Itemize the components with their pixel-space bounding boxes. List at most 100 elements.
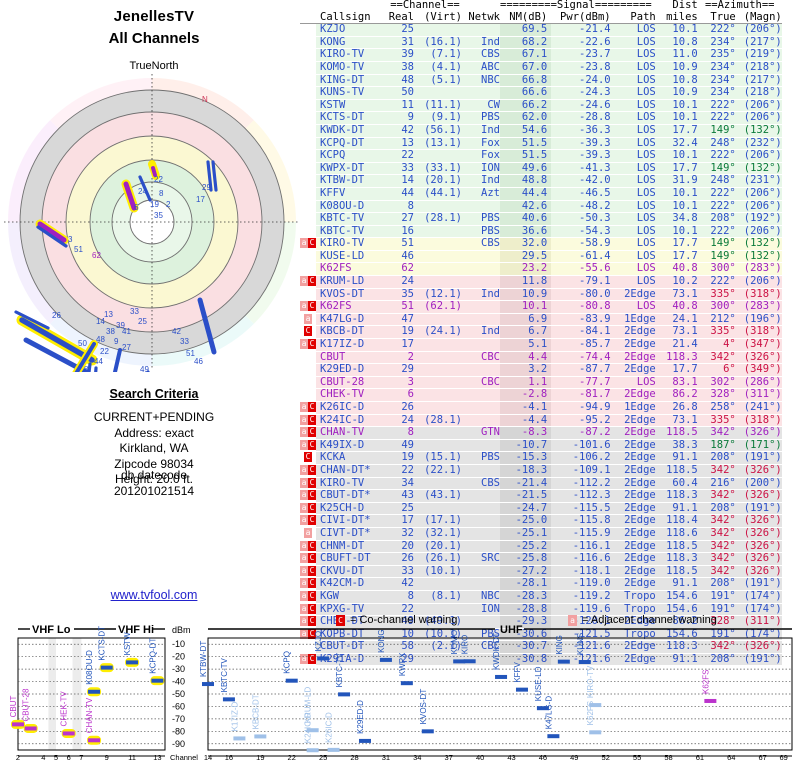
uhf-signal-marker[interactable] [338, 692, 351, 697]
table-row[interactable]: KWPX-DT 33 (33.1) ION 49.6 -41.3 LOS 17.7 149° (1… [300, 162, 782, 176]
uhf-signal-marker[interactable] [306, 748, 319, 753]
cell-azimuth-magnetic: (191°) [735, 452, 782, 465]
table-row[interactable]: a C CKVU-DT 33 (10.1) -27.2 -118.1 2Edge 118.5 34… [300, 565, 782, 579]
table-row[interactable]: a K47LG-D 47 6.9 -83.9 1Edge 24.1 212° (196°) [300, 313, 782, 327]
table-row[interactable]: a C CHAN-DT* 22 (22.1) -18.3 -109.1 2Edge 118.5 3… [300, 464, 782, 478]
uhf-signal-marker[interactable] [202, 682, 214, 687]
vhf-signal-marker[interactable] [12, 722, 24, 727]
table-row[interactable]: KUSE-LD 46 29.5 -61.4 LOS 17.7 149° (132°) [300, 250, 782, 264]
table-row[interactable]: a C CHAN-TV 8 GTN -8.3 -87.2 2Edge 118.5 342° (326… [300, 427, 782, 440]
table-row[interactable]: a C KGW 8 (8.1) NBC -28.3 -119.2 Tropo 154.6 191°(… [300, 590, 782, 604]
uhf-signal-marker[interactable] [400, 681, 413, 686]
table-row[interactable]: a C K17IZ-D 17 5.1 -85.7 2Edge 21.4 4° (347°) [300, 338, 782, 352]
cell-path: LOS [610, 187, 656, 201]
vhf-signal-marker[interactable] [88, 689, 101, 694]
table-row[interactable]: a C K24IC-D 24 (28.1) -4.4 -95.2 2Edge 73.1 335°(… [300, 414, 782, 428]
uhf-signal-marker[interactable] [536, 706, 549, 711]
table-row[interactable]: a C KPXG-TV 22 ION -28.8 -119.6 Tropo 154.6 191°(… [300, 603, 782, 617]
uhf-signal-marker[interactable] [285, 678, 298, 683]
table-row[interactable]: KCTS-DT 9 (9.1) PBS 62.0 -28.8 LOS 10.1 222° (206… [300, 112, 782, 125]
uhf-signal-marker[interactable] [704, 698, 717, 703]
cell-noise-margin: 51.5 [500, 137, 552, 151]
table-row[interactable]: KIRO-TV 39 (7.1) CBS 67.1 -23.7 LOS 11.0 235° (21… [300, 49, 782, 62]
table-row[interactable]: a C K62FS 51 (62.1) 10.1 -80.8 LOS 40.8 300° (283°… [300, 301, 782, 314]
vhf-signal-marker[interactable] [88, 738, 101, 743]
uhf-signal-marker[interactable] [515, 687, 528, 692]
uhf-signal-marker[interactable] [463, 659, 476, 664]
table-row[interactable]: K29ED-D 29 3.2 -87.7 2Edge 17.7 6° (349°) [300, 364, 782, 377]
table-row[interactable]: a C K49IX-D 49 -10.7 -101.6 2Edge 38.3 187° (171°… [300, 439, 782, 453]
table-row[interactable]: KZJO 25 69.5 -21.4 LOS 10.1 222° (206°) [300, 24, 782, 37]
cell-callsign: KOMO-TV [316, 61, 388, 75]
uhf-signal-marker[interactable] [358, 738, 371, 743]
uhf-signal-marker[interactable] [327, 747, 340, 752]
table-row[interactable]: KOMO-TV 38 (4.1) ABC 67.0 -23.8 LOS 10.9 234° (21… [300, 61, 782, 75]
uhf-xtick-label: 40 [476, 753, 484, 762]
uhf-signal-marker[interactable] [547, 734, 560, 739]
table-row[interactable]: aCCHEK-DT49(49.1)-29.3-120.12Edge86.2328… [300, 615, 782, 629]
table-row[interactable]: a C K25CH-D 25 -24.7 -115.5 2Edge 91.1 208° (191°… [300, 502, 782, 516]
uhf-signal-marker[interactable] [306, 728, 319, 733]
table-row[interactable]: KFFV 44 (44.1) Azt 44.4 -46.5 LOS 10.1 222° (206°… [300, 187, 782, 201]
table-row[interactable]: KCPQ-DT 13 (13.1) Fox 51.5 -39.3 LOS 32.4 248° (2… [300, 137, 782, 151]
table-row[interactable]: a C CBUT-DT* 43 (43.1) -21.5 -112.3 2Edge 118.3 3… [300, 490, 782, 503]
table-row[interactable]: KTBW-DT 14 (20.1) Ind 48.8 -42.0 LOS 31.9 248° (2… [300, 175, 782, 188]
table-row[interactable]: KWDK-DT 42 (56.1) Ind 54.6 -36.3 LOS 17.7 149° (1… [300, 124, 782, 138]
table-row[interactable]: C KBCB-DT 19 (24.1) Ind 6.7 -84.1 2Edge 73.1 335°… [300, 326, 782, 340]
uhf-xtick-label: 69 [779, 753, 787, 762]
table-row[interactable]: K62FS 62 23.2 -55.6 LOS 40.8 300° (283°) [300, 263, 782, 277]
table-row[interactable]: KBTC-TV 16 PBS 36.6 -54.3 LOS 10.1 222° (206°) [300, 225, 782, 239]
uhf-signal-marker[interactable] [222, 697, 235, 702]
cell-network [462, 23, 500, 37]
cell-virtual-channel: (26.1) [414, 553, 462, 566]
table-row[interactable]: KVOS-DT 35 (12.1) Ind 10.9 -80.0 2Edge 73.1 335°… [300, 288, 782, 302]
page-subtitle: All Channels [108, 30, 200, 47]
table-row[interactable]: a C KIRO-TV 51 CBS 32.0 -58.9 LOS 17.7 149° (132°) [300, 238, 782, 251]
table-row[interactable]: a C K42CM-D 42 -28.1 -119.0 2Edge 91.1 208° (191°… [300, 578, 782, 591]
cell-network: Ind [462, 175, 500, 188]
table-row[interactable]: C KCKA 19 (15.1) PBS -15.3 -106.2 2Edge 91.1 208°… [300, 452, 782, 465]
uhf-signal-marker[interactable] [233, 736, 246, 741]
vhf-signal-marker[interactable] [24, 726, 37, 731]
tvfool-site-link[interactable]: www.tvfool.com [110, 588, 198, 602]
table-row[interactable]: a C KRUM-LD 24 11.8 -79.1 LOS 10.2 222° (206°) [300, 275, 782, 289]
cell-network [462, 489, 500, 503]
uhf-signal-marker[interactable] [317, 656, 330, 661]
uhf-signal-marker[interactable] [589, 730, 602, 735]
table-row[interactable]: a C CHNM-DT 20 (20.1) -25.2 -116.1 2Edge 118.5 34… [300, 540, 782, 554]
uhf-signal-marker[interactable] [453, 659, 466, 664]
table-row[interactable]: a C KIRO-TV 34 CBS -21.4 -112.2 2Edge 60.4 216° (2… [300, 477, 782, 491]
cell-power-dbm: -101.6 [551, 439, 611, 453]
cell-virtual-channel: (33.1) [414, 162, 462, 176]
uhf-signal-marker[interactable] [379, 657, 392, 662]
uhf-signal-marker[interactable] [589, 703, 602, 708]
uhf-signal-marker[interactable] [557, 659, 570, 664]
table-row[interactable]: K08OU-D 8 42.6 -48.2 LOS 10.1 222° (206°) [300, 200, 782, 214]
uhf-signal-marker[interactable] [421, 729, 434, 734]
table-row[interactable]: a CIVT-DT* 32 (32.1) -25.1 -115.9 2Edge 118.6 34… [300, 527, 782, 541]
cell-path: LOS [610, 87, 656, 100]
spectrum-charts: VHF Lo VHF Hi 2 4 5 6 7 9 11 13 CBUT CBUT-28 CHEK-TV… [0, 624, 800, 768]
vhf-signal-marker[interactable] [100, 665, 113, 670]
table-row[interactable]: a C CBUFT-DT 26 (26.1) SRC -25.8 -116.6 2Edge 118… [300, 553, 782, 566]
table-row[interactable]: KUNS-TV 50 66.6 -24.3 LOS 10.9 234° (218°) [300, 87, 782, 100]
cell-azimuth-magnetic: (206°) [735, 225, 782, 239]
table-row[interactable]: a C CIVI-DT* 17 (17.1) -25.0 -115.8 2Edge 118.4 3… [300, 515, 782, 528]
uhf-signal-marker[interactable] [495, 674, 508, 679]
table-row[interactable]: CBUT-28 3 CBC 1.1 -77.7 LOS 83.1 302° (286°) [300, 376, 782, 390]
table-row[interactable]: KONG 31 (16.1) Ind 68.2 -22.6 LOS 10.8 234° (217°… [300, 36, 782, 50]
table-row[interactable]: CBUT 2 CBC 4.4 -74.4 2Edge 118.3 342° (326°) [300, 351, 782, 365]
vhf-signal-marker[interactable] [62, 731, 75, 736]
cell-virtual-channel: (20.1) [414, 540, 462, 554]
table-row[interactable]: KSTW 11 (11.1) CW 66.2 -24.6 LOS 10.1 222° (206°) [300, 99, 782, 113]
uhf-signal-marker[interactable] [254, 734, 267, 739]
table-row[interactable]: CHEK-TV 6 -2.8 -81.7 2Edge 86.2 328° (311°) [300, 389, 782, 402]
table-row[interactable]: KING-DT 48 (5.1) NBC 66.8 -24.0 LOS 10.8 234° (21… [300, 74, 782, 88]
table-row[interactable]: a C K26IC-D 26 -4.1 -94.9 1Edge 26.8 258° (241°) [300, 401, 782, 415]
table-row[interactable]: KCPQ 22 Fox 51.5 -39.3 LOS 10.1 222° (206°) [300, 150, 782, 163]
uhf-signal-marker[interactable] [578, 660, 591, 665]
vhf-signal-marker[interactable] [151, 678, 164, 683]
table-row[interactable]: KBTC-TV 27 (28.1) PBS 40.6 -50.3 LOS 34.8 208° (1… [300, 212, 782, 226]
vhf-signal-marker[interactable] [126, 660, 139, 665]
cell-virtual-channel: (20.1) [414, 175, 462, 188]
